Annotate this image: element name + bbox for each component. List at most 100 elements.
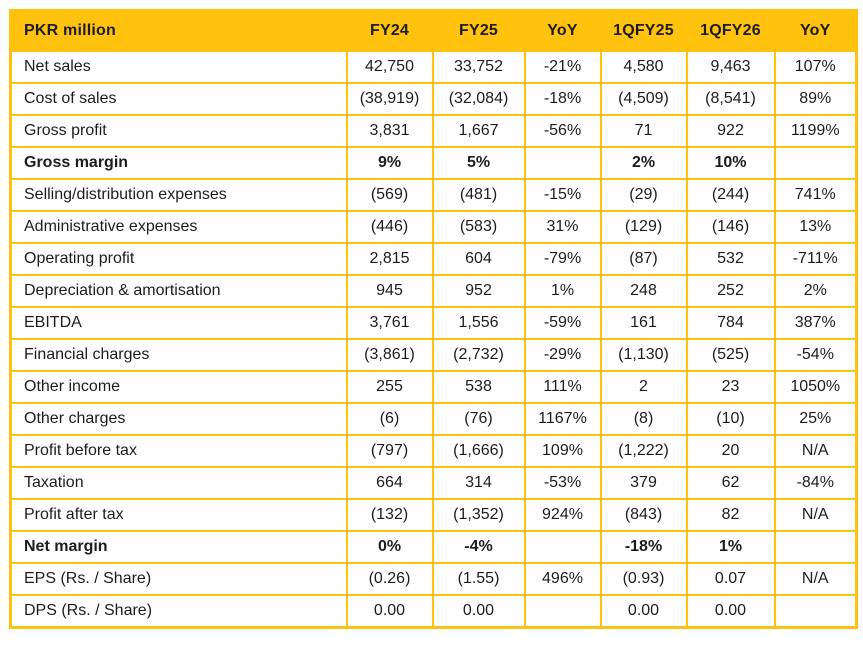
value-cell: (76) [431,401,526,436]
value-cell [773,145,858,180]
value-cell: (29) [599,177,688,212]
table-row: Taxation 664 314 -53% 379 62 -84% [9,465,858,500]
value-cell: 248 [599,273,688,308]
table-row: Profit before tax (797) (1,666) 109% (1,222)… [9,433,858,468]
value-cell: 0.00 [599,593,688,628]
value-cell: N/A [773,433,858,468]
value-cell: -21% [523,49,602,84]
value-cell: 945 [345,273,434,308]
value-cell: -59% [523,305,602,340]
value-cell: 23 [685,369,776,404]
value-cell: 532 [685,241,776,276]
value-cell: (87) [599,241,688,276]
value-cell: -18% [523,81,602,116]
value-cell: 161 [599,305,688,340]
value-cell: 1167% [523,401,602,436]
row-label: Selling/distribution expenses [9,177,348,212]
value-cell: (0.93) [599,561,688,596]
value-cell: (525) [685,337,776,372]
row-label: Net margin [9,529,348,564]
table-row: Profit after tax (132) (1,352) 924% (843) 82 N… [9,497,858,532]
value-cell: 0.00 [685,593,776,628]
value-cell: 20 [685,433,776,468]
row-label: Operating profit [9,241,348,276]
column-header-yoy-2: YoY [523,9,602,52]
row-label: Profit after tax [9,497,348,532]
financial-results-table: PKR million FY24 FY25 YoY 1QFY25 1QFY26 YoY N… [9,9,858,629]
table-row: Operating profit 2,815 604 -79% (87) 532 -711% [9,241,858,276]
value-cell: 13% [773,209,858,244]
value-cell: 538 [431,369,526,404]
value-cell: (8,541) [685,81,776,116]
column-header-yoy-5: YoY [773,9,858,52]
value-cell: 71 [599,113,688,148]
value-cell [773,529,858,564]
value-cell: 1050% [773,369,858,404]
value-cell: -56% [523,113,602,148]
value-cell: -79% [523,241,602,276]
table-row: Administrative expenses (446) (583) 31% (129… [9,209,858,244]
value-cell: 3,761 [345,305,434,340]
table-row: Other charges (6) (76) 1167% (8) (10) 25% [9,401,858,436]
row-label: Cost of sales [9,81,348,116]
value-cell: 0.00 [345,593,434,628]
table-row: Cost of sales (38,919) (32,084) -18% (4,509)… [9,81,858,116]
value-cell: 784 [685,305,776,340]
table-row: EPS (Rs. / Share) (0.26) (1.55) 496% (0.93) 0… [9,561,858,596]
value-cell: 1199% [773,113,858,148]
value-cell: (583) [431,209,526,244]
value-cell: (797) [345,433,434,468]
column-header-1qfy26-4: 1QFY26 [685,9,776,52]
value-cell: 1% [685,529,776,564]
value-cell: 741% [773,177,858,212]
value-cell: 924% [523,497,602,532]
row-label: Other income [9,369,348,404]
value-cell: (569) [345,177,434,212]
row-label: Net sales [9,49,348,84]
table-row: Other income 255 538 111% 2 23 1050% [9,369,858,404]
table-row: DPS (Rs. / Share) 0.00 0.00 0.00 0.00 [9,593,858,628]
value-cell [773,593,858,628]
value-cell: 664 [345,465,434,500]
value-cell: 0.00 [431,593,526,628]
value-cell: 252 [685,273,776,308]
value-cell: N/A [773,497,858,532]
row-label: Administrative expenses [9,209,348,244]
value-cell: (6) [345,401,434,436]
value-cell: 0% [345,529,434,564]
value-cell: 42,750 [345,49,434,84]
row-label: DPS (Rs. / Share) [9,593,348,628]
value-cell: 604 [431,241,526,276]
value-cell: 111% [523,369,602,404]
value-cell: (0.26) [345,561,434,596]
value-cell: 387% [773,305,858,340]
column-header-1qfy25-3: 1QFY25 [599,9,688,52]
table-row: Gross profit 3,831 1,667 -56% 71 922 1199% [9,113,858,148]
value-cell [523,593,602,628]
value-cell: 3,831 [345,113,434,148]
value-cell: -84% [773,465,858,500]
value-cell: -4% [431,529,526,564]
value-cell: 0.07 [685,561,776,596]
table-row: Financial charges (3,861) (2,732) -29% (1,13… [9,337,858,372]
value-cell: 922 [685,113,776,148]
value-cell: -53% [523,465,602,500]
column-header-fy24-0: FY24 [345,9,434,52]
value-cell: 89% [773,81,858,116]
value-cell: -18% [599,529,688,564]
value-cell: (3,861) [345,337,434,372]
value-cell: 107% [773,49,858,84]
value-cell: 255 [345,369,434,404]
row-label: EBITDA [9,305,348,340]
value-cell: 9,463 [685,49,776,84]
value-cell: -29% [523,337,602,372]
value-cell: (2,732) [431,337,526,372]
value-cell: (129) [599,209,688,244]
value-cell: (1,130) [599,337,688,372]
value-cell: 1,556 [431,305,526,340]
row-label: Gross profit [9,113,348,148]
value-cell: 33,752 [431,49,526,84]
table-row: Net margin 0% -4% -18% 1% [9,529,858,564]
value-cell: (8) [599,401,688,436]
